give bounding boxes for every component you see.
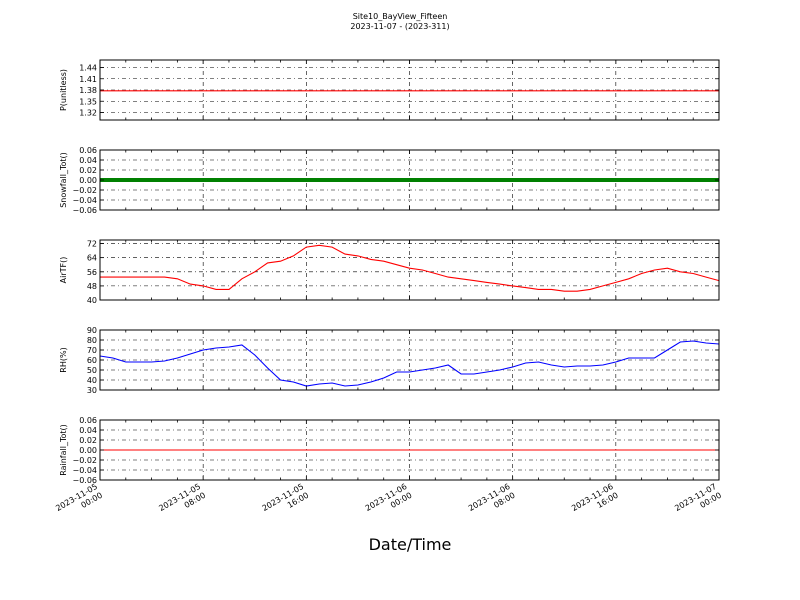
y-tick-label: 60 — [87, 356, 97, 365]
y-axis-label: P(unitless) — [59, 69, 68, 111]
y-axis-label: Rainfall_Tot() — [59, 424, 68, 476]
chart-title: Site10_BayView_Fifteen — [353, 12, 448, 21]
y-tick-label: 0.00 — [79, 446, 97, 455]
panels: 1.441.411.381.351.32P(unitless)0.060.040… — [59, 59, 720, 485]
y-tick-label: 0.06 — [79, 416, 97, 425]
y-tick-label: 50 — [87, 366, 97, 375]
y-axis-label: Snowfall_Tot() — [59, 152, 68, 208]
y-axis-label: AirTF() — [59, 257, 68, 284]
y-tick-label: 0.02 — [79, 436, 97, 445]
y-tick-label: 0.00 — [79, 176, 97, 185]
series-line — [99, 340, 720, 387]
y-tick-label: 48 — [87, 282, 97, 291]
panel-1: 1.44 1.41 1.38 1.35 1.32 P(unitless) — [59, 59, 720, 121]
y-tick-label: −0.04 — [72, 466, 97, 475]
panel-2: 0.060.040.020.00−0.02−0.04−0.06 Snowfall_… — [59, 146, 720, 215]
y-tick-label: −0.06 — [72, 206, 97, 215]
y-tick-label: 56 — [87, 268, 97, 277]
y-tick-label: 70 — [87, 346, 97, 355]
y-tick-label: −0.06 — [72, 476, 97, 485]
y-tick-label: 1.38 — [79, 86, 97, 95]
y-tick-label: 1.41 — [79, 75, 97, 84]
series-line — [100, 244, 720, 292]
y-tick-label: −0.04 — [72, 196, 97, 205]
panel-3: 72 64 56 48 40 AirTF() — [59, 239, 720, 305]
y-tick-label: 1.44 — [79, 64, 97, 73]
y-tick-label: 30 — [87, 386, 97, 395]
y-tick-label: 40 — [87, 296, 97, 305]
y-tick-label: −0.02 — [72, 186, 97, 195]
y-tick-label: 64 — [87, 254, 97, 263]
y-tick-label: 1.32 — [79, 109, 97, 118]
y-tick-label: 72 — [87, 240, 97, 249]
panel-5: 0.060.040.020.00−0.02−0.04−0.06 Rainfall_… — [59, 416, 720, 485]
y-tick-label: −0.02 — [72, 456, 97, 465]
y-tick-label: 40 — [87, 376, 97, 385]
x-axis-label: Date/Time — [369, 535, 452, 554]
y-tick-label: 90 — [87, 326, 97, 335]
y-tick-label: 0.06 — [79, 146, 97, 155]
chart-subtitle: 2023-11-07 - (2023-311) — [350, 22, 449, 31]
y-tick-label: 1.35 — [79, 97, 97, 106]
y-tick-label: 80 — [87, 336, 97, 345]
y-tick-label: 0.02 — [79, 166, 97, 175]
y-tick-label: 0.04 — [79, 426, 97, 435]
y-tick-label: 0.04 — [79, 156, 97, 165]
y-axis-label: RH(%) — [59, 347, 68, 372]
